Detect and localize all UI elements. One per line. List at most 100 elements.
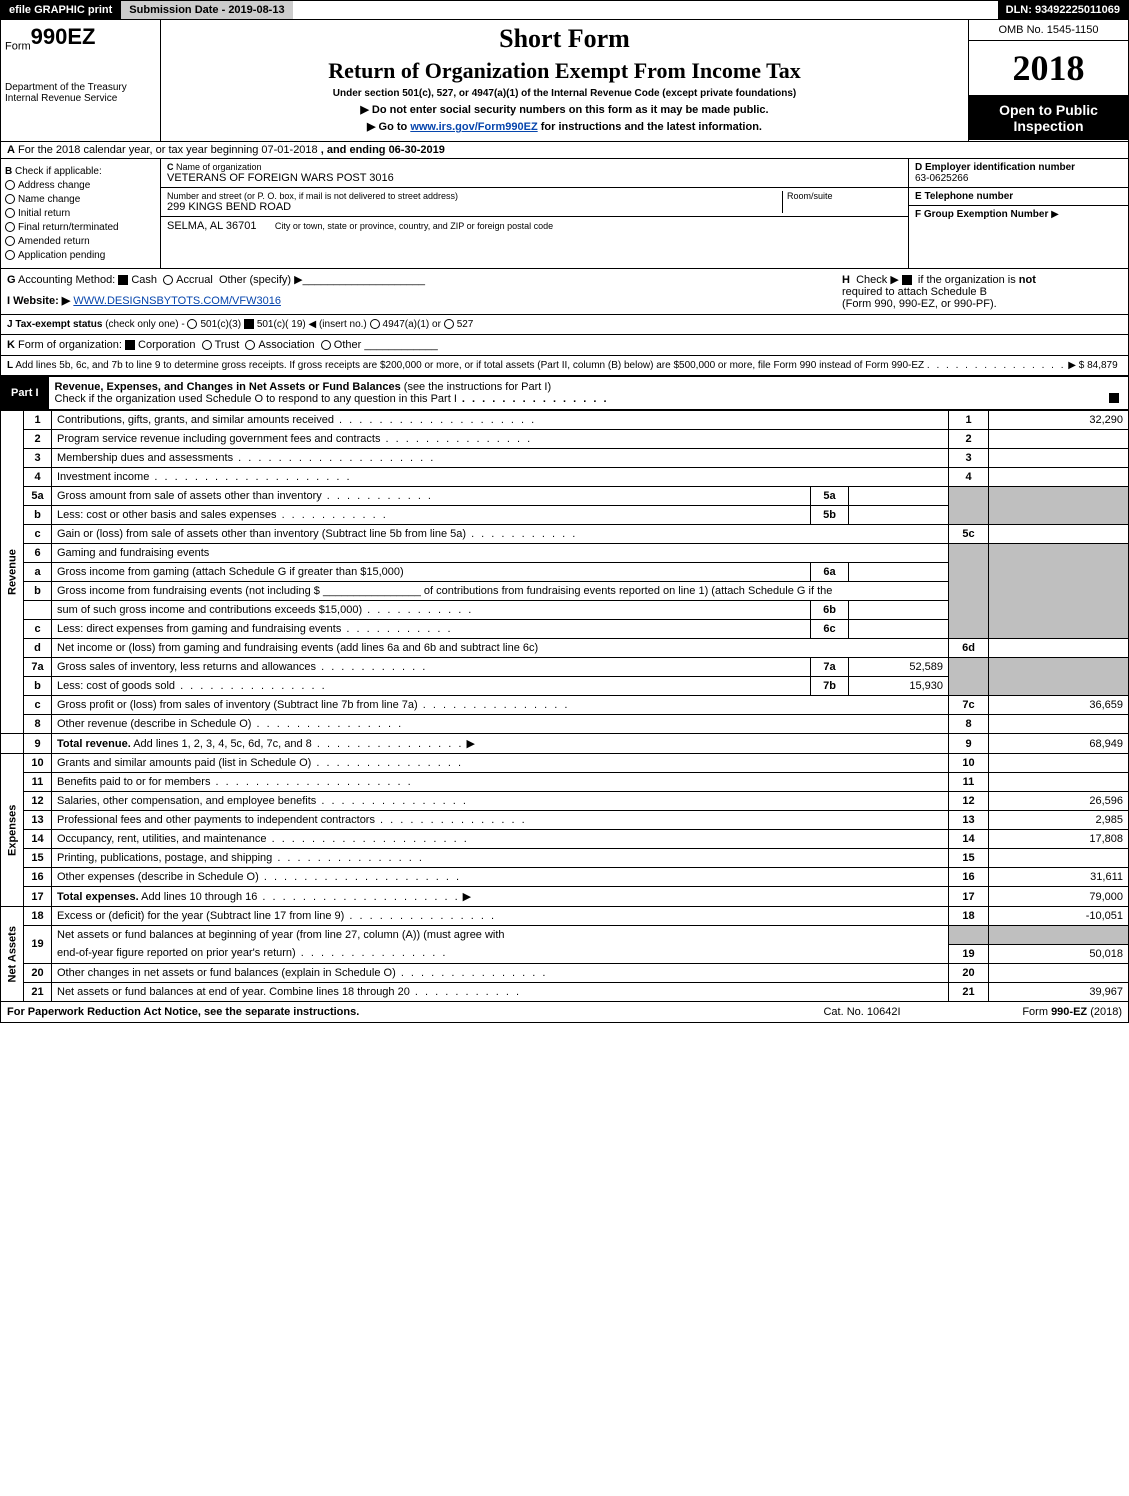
other-radio[interactable] <box>321 340 331 350</box>
b-center: C Name of organization VETERANS OF FOREI… <box>161 159 908 268</box>
shaded-cell <box>989 487 1129 525</box>
linenum: 17 <box>24 887 52 907</box>
h-text3: (Form 990, 990-EZ, or 990-PF). <box>842 298 997 310</box>
assoc-radio[interactable] <box>245 340 255 350</box>
l-amount: $ 84,879 <box>1079 360 1118 371</box>
line-desc: Net income or (loss) from gaming and fun… <box>57 642 538 654</box>
line-desc: Benefits paid to or for members <box>57 776 210 788</box>
line-desc: end-of-year figure reported on prior yea… <box>57 947 296 959</box>
j-opt3-radio[interactable] <box>370 319 380 329</box>
linenum: 20 <box>24 963 52 982</box>
linenum <box>24 601 52 620</box>
linenum: 13 <box>24 811 52 830</box>
app-pending-radio[interactable] <box>5 250 15 260</box>
row-k: K Form of organization: Corporation Trus… <box>0 335 1129 356</box>
line-desc: Other expenses (describe in Schedule O) <box>57 871 259 883</box>
midval: 15,930 <box>849 677 949 696</box>
website-link[interactable]: WWW.DESIGNSBYTOTS.COM/VFW3016 <box>73 295 281 307</box>
amount <box>989 754 1129 773</box>
amount <box>989 449 1129 468</box>
a-ending: , and ending 06-30-2019 <box>321 144 445 156</box>
table-row: c Gross profit or (loss) from sales of i… <box>1 696 1129 715</box>
midval <box>849 563 949 582</box>
address-change-radio[interactable] <box>5 180 15 190</box>
amount: 31,611 <box>989 868 1129 887</box>
top-bar: efile GRAPHIC print Submission Date - 20… <box>0 0 1129 20</box>
accrual-radio[interactable] <box>163 275 173 285</box>
footer-left: For Paperwork Reduction Act Notice, see … <box>7 1006 782 1018</box>
accrual-label: Accrual <box>176 274 213 286</box>
line-desc: Gain or (loss) from sale of assets other… <box>57 528 466 540</box>
name-of-org-label: Name of organization <box>176 162 262 172</box>
j-opt4: 527 <box>457 319 474 330</box>
k-text: Form of organization: <box>18 339 122 351</box>
linenum: d <box>24 639 52 658</box>
other-label: Other <box>334 339 362 351</box>
trust-radio[interactable] <box>202 340 212 350</box>
accounting-label: Accounting Method: <box>18 274 115 286</box>
initial-return-radio[interactable] <box>5 208 15 218</box>
dept-treasury: Department of the Treasury <box>5 82 156 93</box>
corp-checkbox[interactable] <box>125 340 135 350</box>
part1-label: Part I <box>1 383 49 403</box>
amount: 50,018 <box>989 944 1129 963</box>
midval <box>849 620 949 639</box>
org-name: VETERANS OF FOREIGN WARS POST 3016 <box>167 172 902 184</box>
table-row: d Net income or (loss) from gaming and f… <box>1 639 1129 658</box>
goto-prefix: ▶ Go to <box>367 121 410 133</box>
line-desc: Less: cost of goods sold <box>57 680 175 692</box>
j-opt2-checkbox[interactable] <box>244 319 254 329</box>
j-opt2: 501(c)( 19) ◀ (insert no.) <box>257 319 367 330</box>
part1-schedule-o-checkbox[interactable] <box>1109 393 1119 403</box>
no-ssn-text: ▶ Do not enter social security numbers o… <box>169 103 960 116</box>
line-desc: Net assets or fund balances at beginning… <box>57 929 505 941</box>
cash-checkbox[interactable] <box>118 275 128 285</box>
linenum: 7a <box>24 658 52 677</box>
linenum: 16 <box>24 868 52 887</box>
table-row: 4 Investment income 4 <box>1 468 1129 487</box>
line-desc: Gross income from gaming (attach Schedul… <box>57 566 404 578</box>
footer-right-form: 990-EZ <box>1051 1006 1087 1018</box>
line-desc-suffix: Add lines 1, 2, 3, 4, 5c, 6d, 7c, and 8 <box>131 738 312 750</box>
final-return-radio[interactable] <box>5 222 15 232</box>
amended-return-radio[interactable] <box>5 236 15 246</box>
amount: 26,596 <box>989 792 1129 811</box>
boxnum: 18 <box>949 907 989 926</box>
goto-link[interactable]: www.irs.gov/Form990EZ <box>410 121 537 133</box>
line-desc: Less: direct expenses from gaming and fu… <box>57 623 341 635</box>
corp-label: Corporation <box>138 339 195 351</box>
h-text2: required to attach Schedule B <box>842 286 987 298</box>
line-desc: Investment income <box>57 471 149 483</box>
part1-table: Revenue 1 Contributions, gifts, grants, … <box>0 410 1129 1002</box>
linenum: c <box>24 525 52 544</box>
linenum: 21 <box>24 982 52 1001</box>
j-opt1-radio[interactable] <box>187 319 197 329</box>
line-desc: Other revenue (describe in Schedule O) <box>57 718 251 730</box>
linenum: 9 <box>24 734 52 754</box>
linenum: b <box>24 677 52 696</box>
midcol: 6a <box>811 563 849 582</box>
page-footer: For Paperwork Reduction Act Notice, see … <box>0 1002 1129 1023</box>
assoc-label: Association <box>258 339 314 351</box>
h-checkbox[interactable] <box>902 275 912 285</box>
trust-label: Trust <box>215 339 240 351</box>
line-desc-bold: Total expenses. <box>57 891 139 903</box>
amount <box>989 715 1129 734</box>
line-desc: Contributions, gifts, grants, and simila… <box>57 414 334 426</box>
b-label: B <box>5 166 12 177</box>
boxnum: 1 <box>949 411 989 430</box>
midcol: 6b <box>811 601 849 620</box>
j-opt4-radio[interactable] <box>444 319 454 329</box>
line-desc: Gross profit or (loss) from sales of inv… <box>57 699 418 711</box>
efile-label: efile GRAPHIC print <box>1 1 120 19</box>
tax-year: 2018 <box>969 41 1128 96</box>
line-desc: Printing, publications, postage, and shi… <box>57 852 272 864</box>
omb-number: OMB No. 1545-1150 <box>969 20 1128 41</box>
table-row: 21 Net assets or fund balances at end of… <box>1 982 1129 1001</box>
name-change-radio[interactable] <box>5 194 15 204</box>
line-desc: Net assets or fund balances at end of ye… <box>57 986 410 998</box>
street-value: 299 KINGS BEND ROAD <box>167 201 782 213</box>
l-arrow: ▶ <box>1068 360 1076 371</box>
midcol: 5a <box>811 487 849 506</box>
header-center: Short Form Return of Organization Exempt… <box>161 20 968 141</box>
